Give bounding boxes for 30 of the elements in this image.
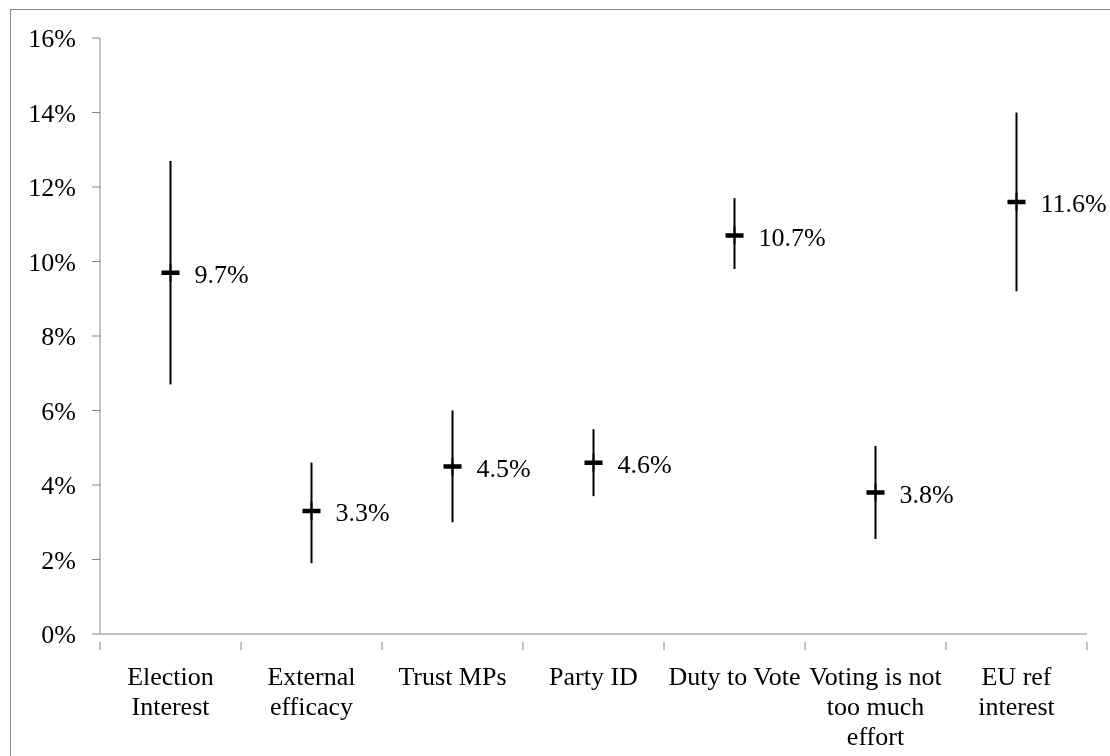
point [1007,192,1026,211]
y-tick-label: 8% [41,322,76,352]
point [584,453,603,472]
y-tick-label: 6% [41,396,76,426]
point [161,263,180,282]
x-tick-label: Duty to Vote [668,662,801,691]
point [302,502,321,521]
y-tick-label: 0% [41,620,76,650]
y-tick-label: 14% [28,98,76,128]
y-tick-label: 12% [28,173,76,203]
x-tick-label: Trust MPs [398,662,507,691]
point [443,457,462,476]
data-label: 4.6% [617,450,672,480]
y-tick-label: 2% [41,545,76,575]
point [866,483,885,502]
data-label: 3.3% [335,498,390,528]
data-label: 3.8% [899,479,954,509]
x-tick-label: Election Interest [127,662,214,721]
x-tick-label: External efficacy [267,662,356,721]
x-tick-label: EU ref interest [978,662,1056,721]
point [725,226,744,245]
y-tick-label: 10% [28,247,76,277]
data-label: 11.6% [1040,189,1107,219]
y-tick-label: 16% [28,24,76,54]
x-tick-label: Party ID [549,662,638,691]
data-label: 4.5% [476,453,531,483]
y-tick-label: 4% [41,471,76,501]
x-tick-label: Voting is not too much effort [809,662,943,751]
data-label: 10.7% [758,222,826,252]
data-label: 9.7% [194,260,249,290]
